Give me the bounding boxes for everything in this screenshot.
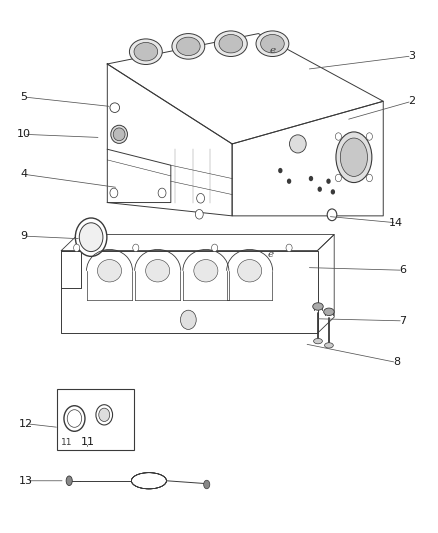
- Ellipse shape: [313, 303, 323, 310]
- Ellipse shape: [219, 35, 243, 53]
- Ellipse shape: [336, 132, 372, 182]
- Circle shape: [287, 179, 291, 184]
- Text: 2: 2: [408, 96, 415, 106]
- Ellipse shape: [99, 408, 110, 422]
- Text: 5: 5: [21, 92, 28, 102]
- Ellipse shape: [256, 31, 289, 56]
- Circle shape: [366, 174, 372, 182]
- Ellipse shape: [129, 39, 162, 64]
- Circle shape: [278, 168, 283, 173]
- Circle shape: [318, 187, 322, 192]
- Ellipse shape: [67, 410, 82, 427]
- Circle shape: [74, 244, 80, 252]
- Ellipse shape: [97, 260, 121, 282]
- Circle shape: [158, 188, 166, 198]
- Ellipse shape: [204, 480, 210, 489]
- Ellipse shape: [79, 223, 103, 252]
- Ellipse shape: [172, 34, 205, 59]
- Text: 8: 8: [393, 358, 400, 367]
- Circle shape: [133, 244, 139, 252]
- Circle shape: [327, 209, 337, 221]
- Ellipse shape: [325, 343, 333, 348]
- Ellipse shape: [134, 43, 158, 61]
- Text: 3: 3: [408, 51, 415, 61]
- Circle shape: [336, 133, 342, 140]
- Circle shape: [212, 244, 218, 252]
- Text: 6: 6: [399, 265, 406, 275]
- Text: 11: 11: [81, 438, 95, 447]
- Circle shape: [286, 244, 292, 252]
- Circle shape: [110, 188, 118, 198]
- Text: 13: 13: [19, 476, 33, 486]
- Ellipse shape: [340, 138, 367, 176]
- Ellipse shape: [237, 260, 261, 282]
- Circle shape: [331, 189, 335, 195]
- Ellipse shape: [194, 260, 218, 282]
- Text: 14: 14: [389, 218, 403, 228]
- Ellipse shape: [177, 37, 200, 55]
- Circle shape: [336, 174, 342, 182]
- Text: 11: 11: [61, 438, 73, 447]
- Circle shape: [197, 193, 205, 203]
- Text: e: e: [268, 250, 274, 259]
- Ellipse shape: [64, 406, 85, 431]
- Bar: [57, 389, 134, 450]
- Ellipse shape: [215, 31, 247, 56]
- Ellipse shape: [145, 260, 170, 282]
- Text: 7: 7: [399, 316, 406, 326]
- Text: e: e: [270, 46, 276, 55]
- Ellipse shape: [110, 103, 120, 112]
- Text: 10: 10: [17, 130, 31, 139]
- Ellipse shape: [111, 125, 127, 143]
- Ellipse shape: [113, 128, 125, 141]
- Ellipse shape: [290, 135, 306, 153]
- Text: 12: 12: [19, 419, 33, 429]
- Circle shape: [309, 176, 313, 181]
- Ellipse shape: [314, 338, 322, 344]
- Circle shape: [326, 179, 331, 184]
- Ellipse shape: [261, 35, 284, 53]
- Circle shape: [195, 209, 203, 219]
- Ellipse shape: [324, 308, 334, 316]
- Circle shape: [366, 133, 372, 140]
- Ellipse shape: [96, 405, 113, 425]
- Ellipse shape: [66, 476, 72, 486]
- Text: 9: 9: [21, 231, 28, 241]
- Circle shape: [180, 310, 196, 329]
- Ellipse shape: [75, 218, 107, 256]
- Text: 4: 4: [21, 169, 28, 179]
